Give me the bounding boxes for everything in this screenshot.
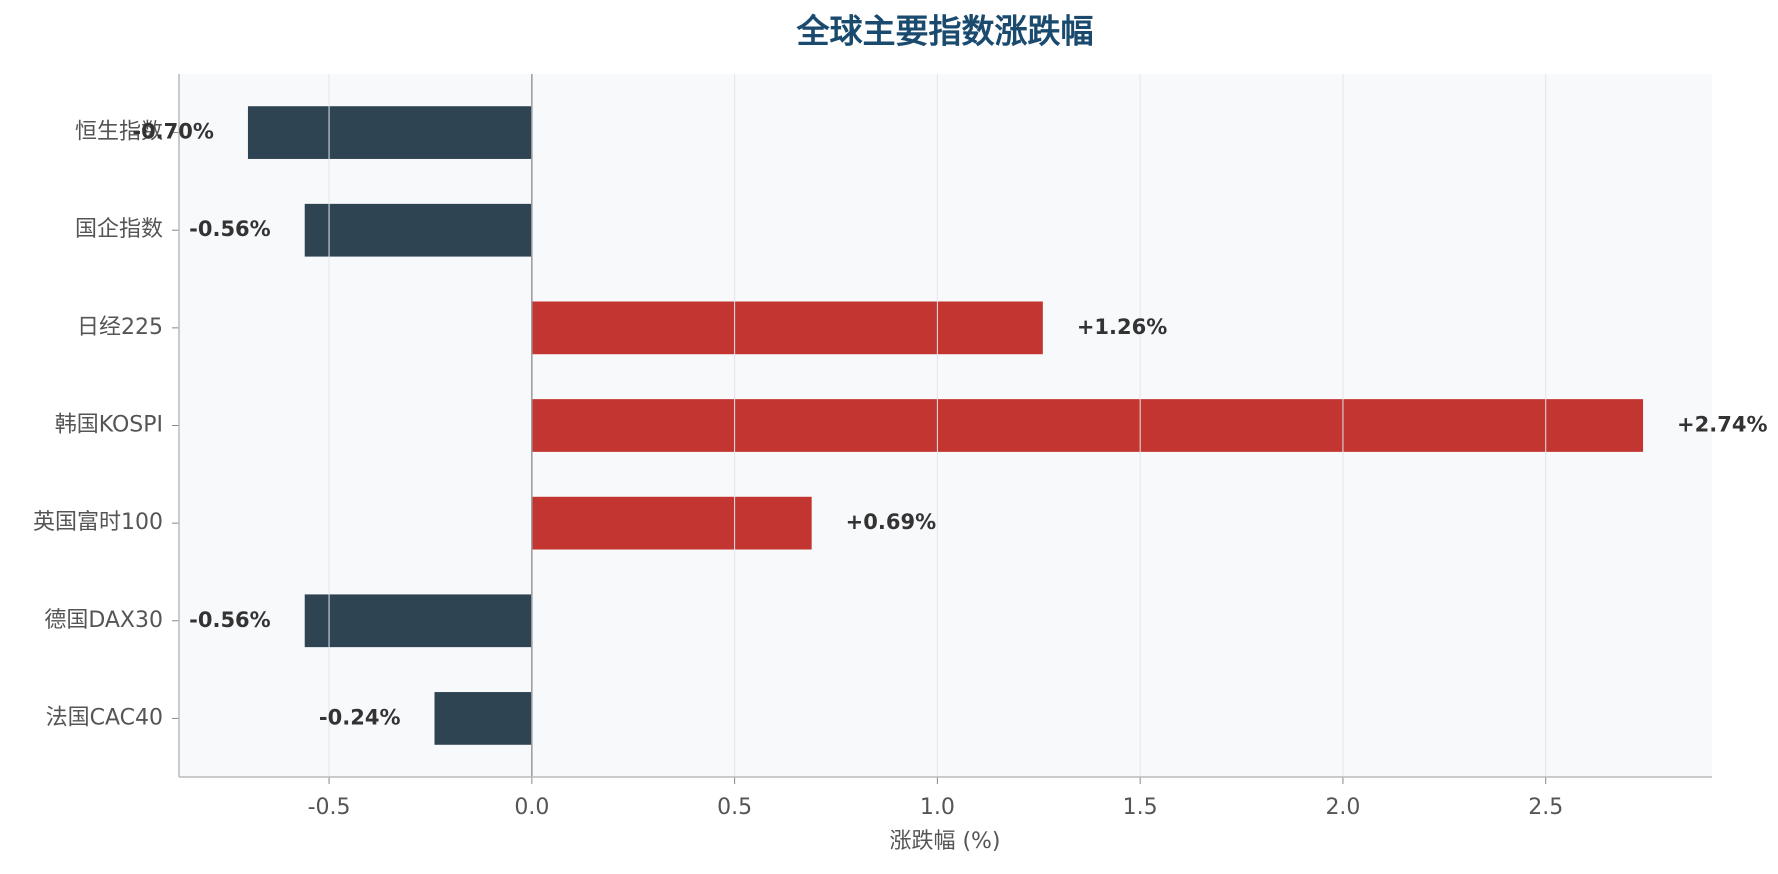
data-label: -0.70% — [132, 120, 214, 144]
x-tick-label: 2.0 — [1325, 795, 1360, 820]
x-tick-label: 1.0 — [920, 795, 955, 820]
x-axis-label: 涨跌幅 (%) — [889, 829, 1000, 854]
y-tick-label: 英国富时100 — [33, 510, 163, 535]
chart-title: 全球主要指数涨跌幅 — [796, 12, 1094, 51]
y-tick-label: 韩国KOSPI — [55, 413, 163, 438]
y-tick-label: 国企指数 — [75, 217, 163, 242]
bar — [247, 106, 532, 159]
bar — [531, 301, 1043, 355]
bar — [304, 203, 532, 257]
x-tick-label: 0.5 — [717, 795, 752, 820]
bar — [531, 399, 1644, 452]
bar — [531, 496, 812, 550]
data-label: +0.69% — [846, 510, 936, 534]
x-tick-label: 1.5 — [1123, 795, 1158, 820]
y-tick-label: 法国CAC40 — [46, 705, 163, 730]
bar — [304, 594, 532, 648]
data-label: -0.24% — [319, 705, 401, 729]
x-tick-label: -0.5 — [308, 795, 351, 820]
y-tick-label: 德国DAX30 — [44, 608, 163, 633]
data-label: +2.74% — [1677, 413, 1767, 437]
bar — [434, 692, 532, 745]
y-tick-label: 恒生指数 — [75, 120, 163, 145]
x-tick-label: 2.5 — [1528, 795, 1563, 820]
y-tick-label: 日经225 — [77, 315, 163, 340]
data-label: -0.56% — [189, 608, 271, 632]
x-tick-label: 0.0 — [514, 795, 549, 820]
data-label: -0.56% — [189, 217, 271, 241]
data-label: +1.26% — [1077, 315, 1167, 339]
